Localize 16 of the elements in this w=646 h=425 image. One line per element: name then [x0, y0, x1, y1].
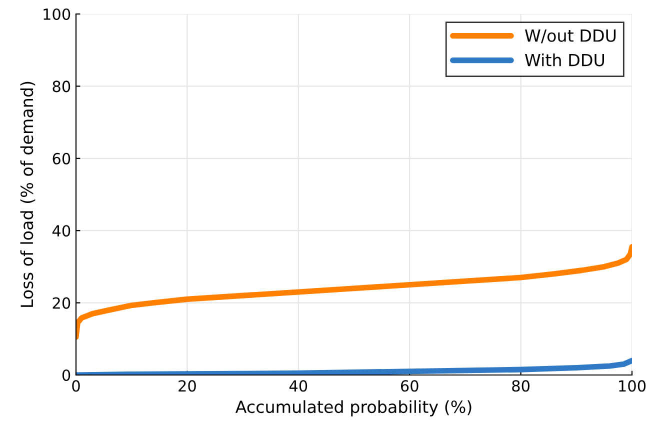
x-tick-label: 60	[400, 380, 418, 392]
y-tick-label: 80	[52, 80, 70, 92]
x-tick-label: 20	[178, 380, 196, 392]
y-tick-label: 100	[44, 8, 70, 20]
x-tick-label: 40	[289, 380, 308, 392]
legend-label: With DDU	[525, 53, 604, 66]
y-tick-label: 0	[62, 369, 70, 382]
x-tick-label: 100	[619, 380, 646, 392]
x-tick-label: 0	[72, 380, 80, 392]
x-axis-title: Accumulated probability (%)	[235, 400, 472, 416]
y-axis-title: Loss of load (% of demand)	[20, 82, 36, 307]
y-tick-label: 20	[52, 297, 70, 309]
y-tick-label: 60	[52, 152, 70, 164]
y-tick-label: 40	[52, 225, 70, 237]
legend-label: W/out DDU	[525, 30, 616, 44]
x-tick-label: 80	[512, 380, 530, 392]
